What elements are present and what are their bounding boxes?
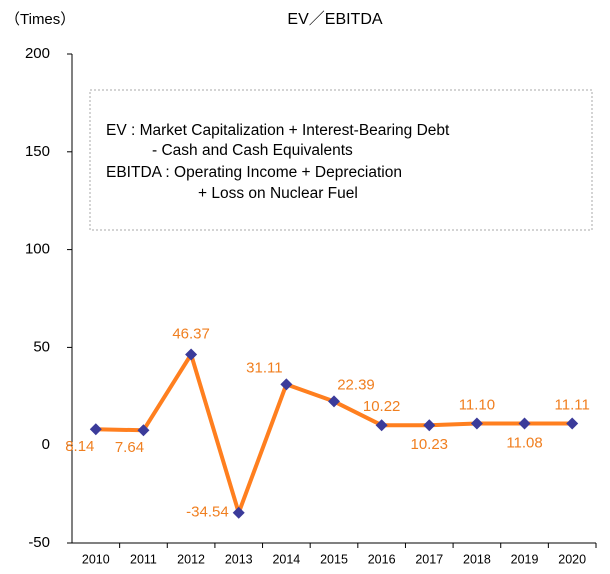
line (95, 352, 573, 515)
note-line: EV : Market Capitalization + Interest-Be… (106, 122, 450, 139)
chart-title: EV／EBITDA (287, 11, 382, 28)
marker (566, 417, 579, 430)
data-label: 10.22 (363, 398, 401, 415)
data-label: 11.10 (459, 396, 495, 413)
note-box (89, 89, 593, 231)
y-axis-label: （Times） (5, 11, 75, 28)
data-label: -34.54 (186, 504, 229, 521)
note-line: EBITDA : Operating Income + Depreciation (106, 164, 402, 181)
x-tick-label: 2013 (225, 552, 253, 566)
data-label: 8.14 (65, 438, 94, 455)
marker (89, 423, 102, 436)
x-tick-label: 2018 (463, 552, 491, 566)
marker (280, 378, 293, 391)
marker (185, 348, 198, 361)
y-tick-label: 50 (33, 338, 50, 355)
marker (518, 417, 531, 430)
marker (423, 419, 436, 432)
x-tick-label: 2017 (415, 552, 443, 566)
marker (470, 417, 483, 430)
x-tick-label: 2012 (177, 552, 205, 566)
y-tick-label: 0 (42, 436, 50, 453)
marker (328, 395, 340, 408)
marker (375, 419, 388, 432)
x-tick-label: 2020 (558, 552, 586, 566)
x-tick-label: 2010 (82, 552, 110, 566)
data-label: 10.23 (410, 436, 448, 453)
x-tick-label: 2011 (130, 552, 157, 566)
marker (232, 506, 245, 519)
y-tick-label: 150 (25, 143, 50, 160)
x-tick-label: 2014 (272, 552, 300, 566)
data-label: 22.39 (337, 376, 375, 393)
x-tick-label: 2019 (511, 552, 539, 566)
data-label: 46.37 (172, 325, 210, 342)
y-tick-label: 100 (25, 241, 50, 258)
note-line: - Cash and Cash Equivalents (152, 142, 353, 159)
x-tick-label: 2015 (320, 552, 348, 566)
note-line: + Loss on Nuclear Fuel (198, 185, 358, 202)
data-label: 11.11 (555, 396, 590, 413)
data-label: 7.64 (115, 439, 144, 456)
data-label: 31.11 (246, 359, 282, 376)
y-tick-label: -50 (28, 534, 50, 551)
y-tick-label: 200 (25, 45, 50, 62)
data-label: 11.08 (506, 434, 542, 451)
marker (137, 424, 150, 437)
x-tick-label: 2016 (368, 552, 396, 566)
